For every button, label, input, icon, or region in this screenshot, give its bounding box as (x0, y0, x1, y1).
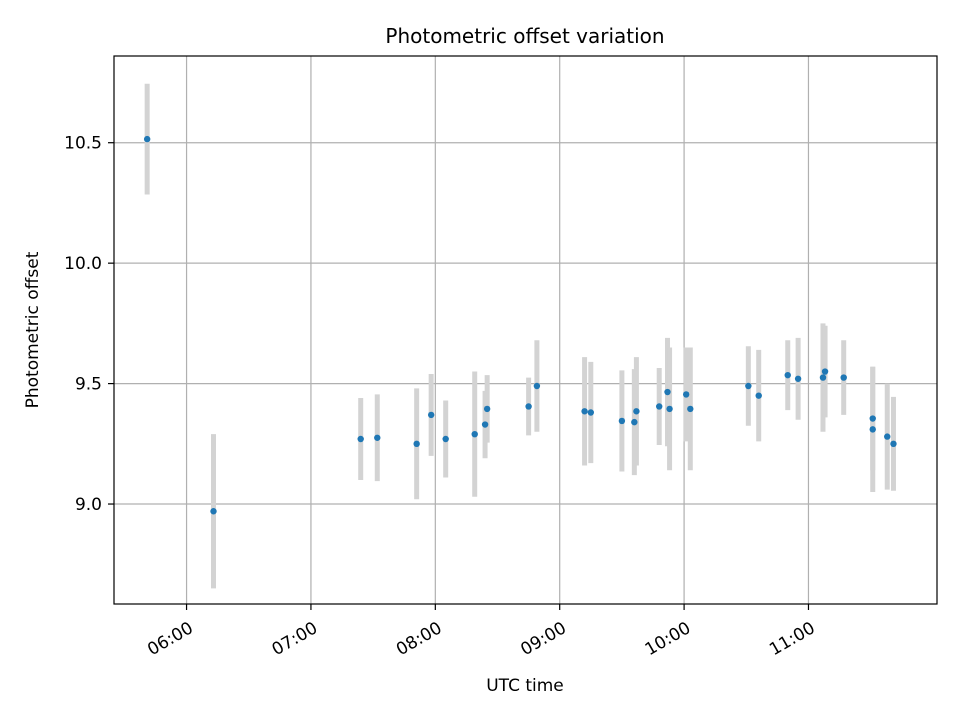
data-point (633, 408, 640, 415)
plot-frame (113, 55, 938, 605)
y-tick-label: 9.0 (75, 495, 102, 515)
data-point (357, 435, 364, 443)
gridlines (114, 56, 937, 604)
data-point (666, 405, 673, 413)
data-point (413, 440, 420, 448)
data-point (745, 382, 752, 390)
data-point (840, 374, 847, 381)
data-point (442, 435, 449, 443)
data-point (210, 508, 217, 515)
data-point (631, 418, 638, 426)
y-tick-label: 10.5 (64, 134, 102, 154)
data-point (819, 374, 827, 381)
y-tick-label: 10.0 (64, 254, 102, 274)
data-point (656, 403, 663, 410)
data-point (794, 375, 802, 382)
data-point (869, 426, 876, 433)
y-tick-label: 9.5 (75, 375, 102, 395)
data-point (374, 434, 381, 441)
x-axis-label: UTC time (486, 676, 564, 696)
data-point (481, 421, 489, 428)
data-point (869, 415, 876, 422)
data-point (618, 417, 626, 425)
data-points (143, 135, 897, 515)
data-point (533, 382, 541, 390)
data-point (821, 368, 829, 375)
data-point (143, 135, 151, 143)
y-axis-ticks: 9.0 9.5 10.0 10.5 (64, 134, 114, 515)
data-point (890, 440, 897, 448)
data-point (884, 433, 891, 440)
data-point (587, 409, 595, 416)
data-point (784, 371, 791, 379)
data-point (483, 405, 491, 413)
data-point (682, 391, 690, 398)
chart-title: Photometric offset variation (385, 24, 664, 48)
data-point (427, 411, 435, 419)
data-point (687, 405, 694, 413)
data-point (664, 388, 671, 396)
data-point (525, 403, 532, 410)
data-point (581, 408, 588, 415)
y-axis-label: Photometric offset (23, 251, 43, 408)
data-point (755, 392, 762, 399)
data-point (471, 430, 478, 438)
